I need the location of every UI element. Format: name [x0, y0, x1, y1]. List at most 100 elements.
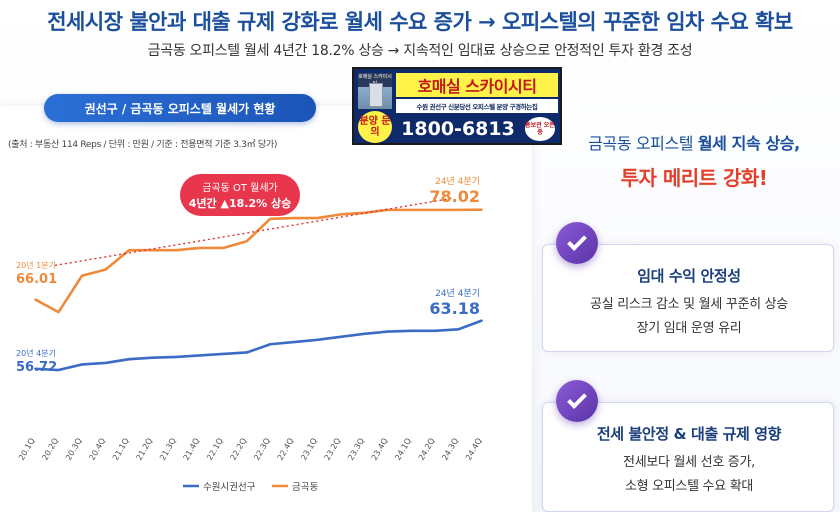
data-point [57, 311, 60, 314]
x-tick-label: 21.3Q [158, 437, 178, 462]
ad-tagline: 수원 권선구 신분당선 오피스텔 분양 구경하는집 [396, 99, 558, 113]
callout-value: 66.01 [16, 272, 57, 287]
x-tick-label: 21.1Q [111, 437, 131, 462]
data-point [151, 356, 154, 359]
data-point [175, 249, 178, 252]
benefit-title: 임대 수익 안정성 [637, 267, 741, 285]
check-icon [556, 222, 598, 264]
data-point [339, 213, 342, 216]
callout-period: 20년 1분기 [16, 260, 56, 270]
callout-period: 24년 4분기 [435, 176, 480, 187]
growth-badge [180, 174, 300, 216]
chart-title-pill: 권선구 / 금곡동 오피스텔 월세가 현황 [44, 94, 316, 122]
ad-phone-number[interactable]: 1800-6813 [401, 118, 515, 140]
data-point [198, 247, 201, 249]
x-tick-label: 23.2Q [323, 437, 343, 462]
x-tick-label: 22.3Q [252, 437, 272, 462]
benefit-card-regulation-impact: 전세 불안정 & 대출 규제 영향 전세보다 월세 선호 증가, 소형 오피스텔… [542, 402, 834, 512]
data-point [363, 332, 366, 335]
x-tick-label: 24.1Q [393, 437, 413, 462]
inquiry-stamp: 분양 문의 [358, 111, 392, 143]
x-tick-label: 23.3Q [346, 437, 366, 462]
data-point [481, 208, 483, 211]
right-title-line1: 금곡동 오피스텔 월세 지속 상승, [548, 130, 840, 154]
data-point [316, 217, 319, 219]
chart-card [0, 106, 532, 512]
benefit-title: 전세 불안정 & 대출 규제 영향 [596, 425, 782, 443]
benefit-line: 전세보다 월세 선호 증가, [623, 455, 755, 470]
growth-badge-line2: 4년간 ▲18.2% 상승 [189, 196, 291, 210]
benefit-line: 장기 임대 운영 유리 [636, 321, 742, 336]
data-point [457, 208, 460, 211]
rent-line-chart: 금곡동 OT 월세가 4년간 ▲18.2% 상승 20년 1분기 66.01 24년 4… [16, 174, 484, 493]
data-point [128, 249, 131, 252]
callout-value: 63.18 [429, 299, 480, 318]
data-point [245, 240, 248, 243]
data-point [269, 343, 272, 346]
x-tick-label: 20.2Q [40, 437, 60, 462]
data-point [386, 330, 389, 333]
data-point [175, 356, 178, 358]
data-point [316, 338, 319, 341]
page-headline: 전세시장 불안과 대출 규제 강화로 월세 수요 증가 → 오피스텔의 꾸준한 … [47, 10, 793, 34]
right-title-bold: 월세 지속 상승, [697, 134, 800, 153]
callout-period: 24년 4분기 [435, 288, 480, 299]
callout-value: 78.02 [429, 187, 480, 206]
data-point [198, 354, 201, 357]
x-tick-label: 21.4Q [182, 437, 202, 462]
x-tick-label: 22.2Q [229, 437, 249, 462]
chart-source-note: (출처 : 부동산 114 Reps / 단위 : 만원 / 기준 : 전용면적… [8, 140, 278, 150]
right-title-line2: 투자 메리트 강화! [620, 166, 768, 190]
benefit-line: 소형 오피스텔 수요 확대 [624, 479, 754, 494]
open-badge: 홍보관 오픈중 [525, 117, 555, 141]
x-tick-label: 20.3Q [64, 437, 84, 462]
data-point [81, 363, 83, 366]
ad-project-name: 호매실 스카이시티 [396, 73, 558, 97]
data-point [34, 298, 36, 301]
building-icon [369, 83, 383, 107]
data-point [269, 217, 272, 220]
data-point [386, 208, 389, 211]
benefit-card-rental-stability: 임대 수익 안정성 공실 리스크 감소 및 월세 꾸준히 상승 장기 임대 운영… [542, 244, 834, 352]
data-point [434, 329, 436, 332]
data-point [222, 247, 225, 249]
data-point [57, 369, 60, 371]
data-point [339, 335, 342, 338]
data-point [104, 362, 107, 364]
x-tick-label: 21.2Q [135, 437, 155, 462]
data-point [410, 208, 413, 211]
data-point [292, 341, 295, 343]
data-point [128, 358, 131, 361]
data-point [363, 211, 366, 214]
x-tick-label: 24.2Q [417, 437, 437, 462]
x-tick-label: 22.1Q [205, 437, 225, 462]
data-point [245, 351, 248, 354]
building-photo: 호매실 스카이시티 [358, 73, 392, 109]
page-subline: 금곡동 오피스텔 월세 4년간 18.2% 상승 → 지속적인 임대료 상승으로… [147, 43, 693, 59]
legend-label: 금곡동 [292, 482, 318, 493]
ad-banner[interactable]: 호매실 스카이시티 분양 문의 호매실 스카이시티 수원 권선구 신분당선 오피… [352, 67, 562, 145]
x-tick-label: 24.4Q [464, 437, 484, 462]
data-point [457, 328, 460, 331]
right-title-plain: 금곡동 오피스텔 [588, 134, 698, 153]
x-tick-label: 23.1Q [299, 437, 319, 462]
data-point [81, 274, 83, 277]
data-point [34, 367, 36, 370]
growth-badge-line1: 금곡동 OT 월세가 [202, 182, 278, 194]
data-point [434, 208, 436, 211]
x-tick-label: 20.4Q [87, 437, 107, 462]
series-line-0 [34, 319, 483, 372]
data-point [151, 249, 154, 252]
benefit-line: 공실 리스크 감소 및 월세 꾸준히 상승 [590, 297, 788, 312]
x-tick-label: 20.1Q [17, 437, 37, 462]
callout-value: 56.72 [16, 360, 57, 375]
data-point [410, 329, 413, 332]
data-point [292, 217, 295, 219]
series-line-1 [34, 208, 483, 314]
x-tick-label: 23.4Q [370, 437, 390, 462]
legend-label: 수원시권선구 [203, 481, 256, 493]
data-point [481, 319, 483, 322]
x-tick-label: 22.4Q [276, 437, 296, 462]
check-icon [556, 380, 598, 422]
data-point [104, 268, 107, 271]
